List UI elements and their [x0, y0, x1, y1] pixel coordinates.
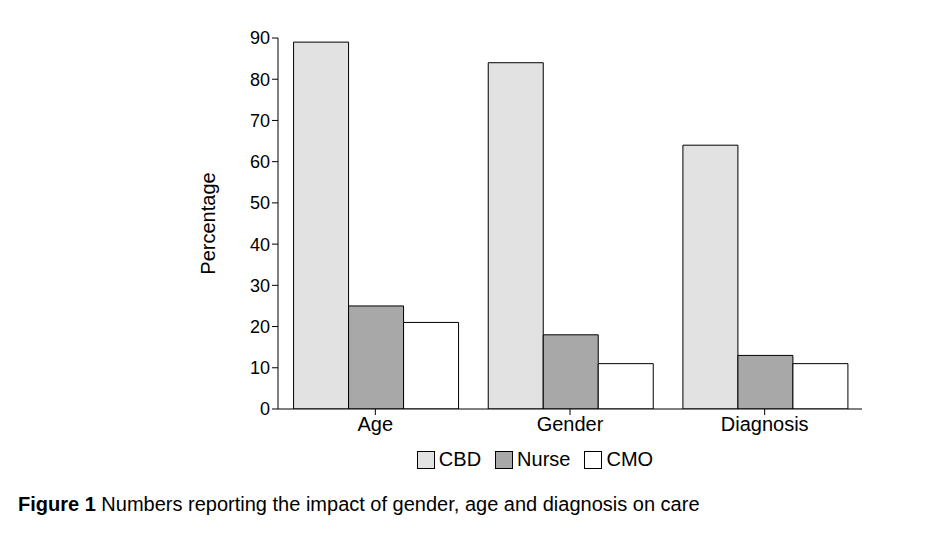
- svg-text:10: 10: [250, 358, 270, 378]
- svg-text:Age: Age: [358, 413, 394, 435]
- svg-text:50: 50: [250, 193, 270, 213]
- svg-text:0: 0: [260, 399, 270, 419]
- html-text:CMO: CMO: [606, 448, 654, 470]
- svg-text:Diagnosis: Diagnosis: [721, 413, 809, 435]
- html-text:Nurse: Nurse: [517, 448, 571, 470]
- svg-text:Gender: Gender: [537, 413, 604, 435]
- svg-text:80: 80: [250, 70, 270, 90]
- svg-text:90: 90: [250, 28, 270, 48]
- html-text:CBD: CBD: [438, 448, 482, 470]
- svg-text:70: 70: [250, 111, 270, 131]
- svg-text:Percentage: Percentage: [197, 172, 219, 274]
- svg-text:40: 40: [250, 235, 270, 255]
- html-text:Figure 1 Numbers reporting the: Figure 1 Numbers reporting the impact of…: [18, 493, 700, 515]
- svg-text:60: 60: [250, 152, 270, 172]
- svg-text:20: 20: [250, 317, 270, 337]
- svg-text:30: 30: [250, 276, 270, 296]
